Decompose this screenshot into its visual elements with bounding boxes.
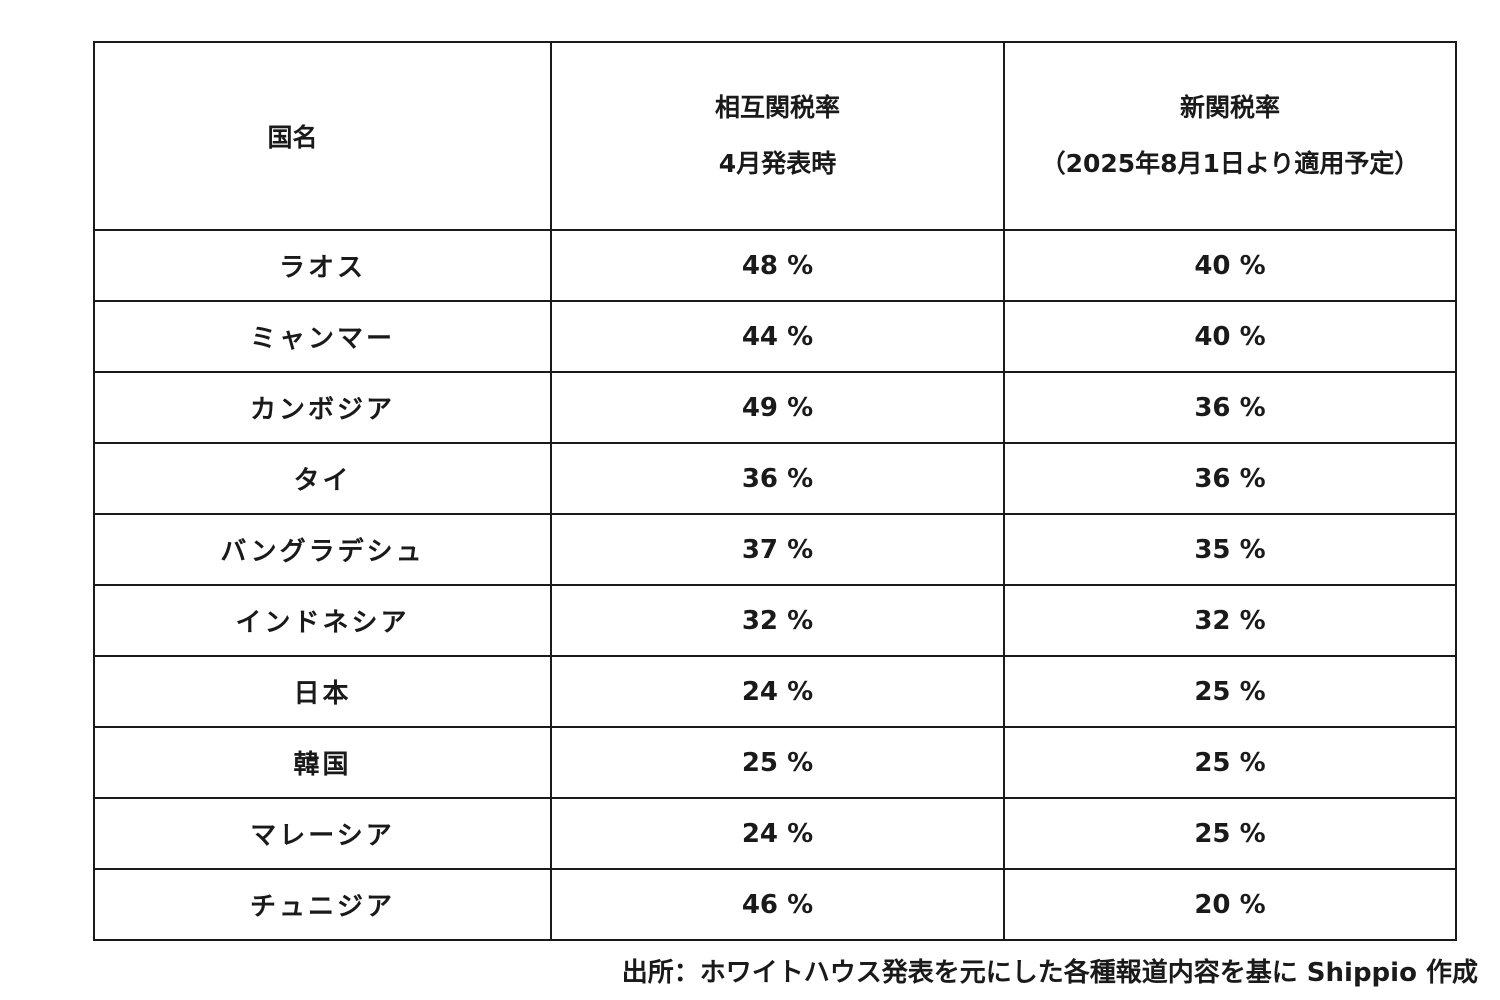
- new-rate-cell: 36 %: [1003, 371, 1457, 444]
- country-header: 国名: [93, 41, 552, 231]
- table-header: 国名 相互関税率 4月発表時 新関税率 （2025年8月1日より適用予定）: [93, 41, 1457, 231]
- new-rate-header-line1: 新関税率: [1179, 93, 1280, 122]
- header-row: 国名 相互関税率 4月発表時 新関税率 （2025年8月1日より適用予定）: [93, 41, 1457, 231]
- country-cell: インドネシア: [93, 584, 552, 657]
- new-rate-cell: 25 %: [1003, 655, 1457, 728]
- april-rate-cell: 37 %: [550, 513, 1005, 586]
- country-cell: タイ: [93, 442, 552, 515]
- new-rate-cell: 25 %: [1003, 797, 1457, 870]
- new-rate-cell: 35 %: [1003, 513, 1457, 586]
- country-cell: ミャンマー: [93, 300, 552, 373]
- april-rate-cell: 48 %: [550, 229, 1005, 302]
- april-rate-cell: 36 %: [550, 442, 1005, 515]
- april-rate-cell: 24 %: [550, 655, 1005, 728]
- table-row: カンボジア 49 % 36 %: [93, 371, 1457, 444]
- new-rate-cell: 20 %: [1003, 868, 1457, 941]
- table-row: 日本 24 % 25 %: [93, 655, 1457, 728]
- country-cell: バングラデシュ: [93, 513, 552, 586]
- april-rate-cell: 25 %: [550, 726, 1005, 799]
- country-cell: マレーシア: [93, 797, 552, 870]
- country-cell: ラオス: [93, 229, 552, 302]
- table-row: ラオス 48 % 40 %: [93, 229, 1457, 302]
- table-row: 韓国 25 % 25 %: [93, 726, 1457, 799]
- april-rate-cell: 46 %: [550, 868, 1005, 941]
- reciprocal-rate-header-line1: 相互関税率: [714, 93, 840, 122]
- country-cell: チュニジア: [93, 868, 552, 941]
- country-cell: 日本: [93, 655, 552, 728]
- tariff-table: 国名 相互関税率 4月発表時 新関税率 （2025年8月1日より適用予定） ラオ…: [93, 41, 1457, 941]
- country-header-label: 国名: [267, 123, 318, 152]
- country-cell: カンボジア: [93, 371, 552, 444]
- new-rate-cell: 40 %: [1003, 229, 1457, 302]
- table-row: インドネシア 32 % 32 %: [93, 584, 1457, 657]
- reciprocal-rate-header: 相互関税率 4月発表時: [550, 41, 1005, 231]
- april-rate-cell: 32 %: [550, 584, 1005, 657]
- table-row: バングラデシュ 37 % 35 %: [93, 513, 1457, 586]
- table-body: ラオス 48 % 40 % ミャンマー 44 % 40 % カンボジア 49 %…: [93, 229, 1457, 941]
- april-rate-cell: 49 %: [550, 371, 1005, 444]
- april-rate-cell: 44 %: [550, 300, 1005, 373]
- table-row: チュニジア 46 % 20 %: [93, 868, 1457, 941]
- country-cell: 韓国: [93, 726, 552, 799]
- new-rate-cell: 25 %: [1003, 726, 1457, 799]
- table-row: タイ 36 % 36 %: [93, 442, 1457, 515]
- reciprocal-rate-header-line2: 4月発表時: [718, 149, 837, 178]
- new-rate-cell: 40 %: [1003, 300, 1457, 373]
- april-rate-cell: 24 %: [550, 797, 1005, 870]
- table-row: ミャンマー 44 % 40 %: [93, 300, 1457, 373]
- new-rate-header: 新関税率 （2025年8月1日より適用予定）: [1003, 41, 1457, 231]
- new-rate-cell: 36 %: [1003, 442, 1457, 515]
- table-row: マレーシア 24 % 25 %: [93, 797, 1457, 870]
- new-rate-header-line2: （2025年8月1日より適用予定）: [1040, 149, 1420, 178]
- source-note: 出所：ホワイトハウス発表を元にした各種報道内容を基に Shippio 作成: [621, 958, 1478, 988]
- new-rate-cell: 32 %: [1003, 584, 1457, 657]
